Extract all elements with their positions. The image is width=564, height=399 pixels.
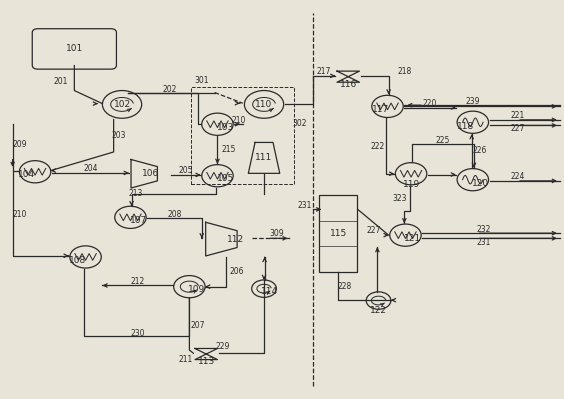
Text: 104: 104 [17,170,34,179]
Text: 116: 116 [340,80,357,89]
Text: 107: 107 [130,216,147,225]
Text: 117: 117 [372,105,389,115]
Text: 206: 206 [230,267,244,277]
Bar [191,87,294,184]
Text: 119: 119 [403,180,420,190]
Text: 231: 231 [477,238,491,247]
Text: 110: 110 [255,100,272,109]
Text: 302: 302 [293,119,307,128]
Text: 239: 239 [465,97,480,106]
Text: 230: 230 [130,328,145,338]
Text: 210: 210 [231,116,246,125]
Text: 115: 115 [329,229,347,238]
Text: 217: 217 [317,67,331,77]
Text: 101: 101 [66,44,83,53]
Text: 111: 111 [255,153,272,162]
Text: 114: 114 [261,286,278,296]
Text: 228: 228 [338,282,352,291]
Text: 120: 120 [472,179,488,188]
Text: 112: 112 [227,235,245,244]
Text: 227: 227 [366,226,380,235]
Bar [319,195,357,272]
Text: 118: 118 [457,122,474,131]
Text: 210: 210 [12,210,27,219]
Text: 218: 218 [397,67,412,77]
Text: 113: 113 [197,358,215,366]
Text: 221: 221 [510,111,525,120]
Text: 215: 215 [222,146,236,154]
Text: 226: 226 [473,146,487,156]
Text: 108: 108 [69,257,86,265]
Text: 229: 229 [216,342,230,352]
Text: 224: 224 [510,172,525,182]
Text: 309: 309 [270,229,284,239]
Text: 232: 232 [477,225,491,234]
Text: 207: 207 [191,322,205,330]
Text: 212: 212 [130,277,144,286]
Text: 105: 105 [217,174,234,184]
Text: 225: 225 [436,136,450,144]
Text: 109: 109 [188,285,205,294]
Text: 205: 205 [179,166,193,175]
Text: 122: 122 [370,306,387,314]
Text: 231: 231 [297,201,312,210]
Text: 227: 227 [510,124,525,133]
Text: 121: 121 [404,234,421,243]
Text: 222: 222 [371,142,385,150]
Text: 209: 209 [12,140,27,148]
Text: 102: 102 [113,100,131,109]
Text: 301: 301 [195,76,209,85]
Text: 202: 202 [162,85,177,94]
Text: 323: 323 [393,194,407,203]
Text: 208: 208 [168,209,182,219]
Text: 211: 211 [179,355,193,363]
Text: 204: 204 [83,164,98,173]
Text: 103: 103 [217,123,234,132]
Text: 213: 213 [129,189,143,198]
Text: 220: 220 [423,99,437,108]
Text: 201: 201 [53,77,68,85]
Text: 106: 106 [142,169,158,178]
Text: 203: 203 [112,131,126,140]
